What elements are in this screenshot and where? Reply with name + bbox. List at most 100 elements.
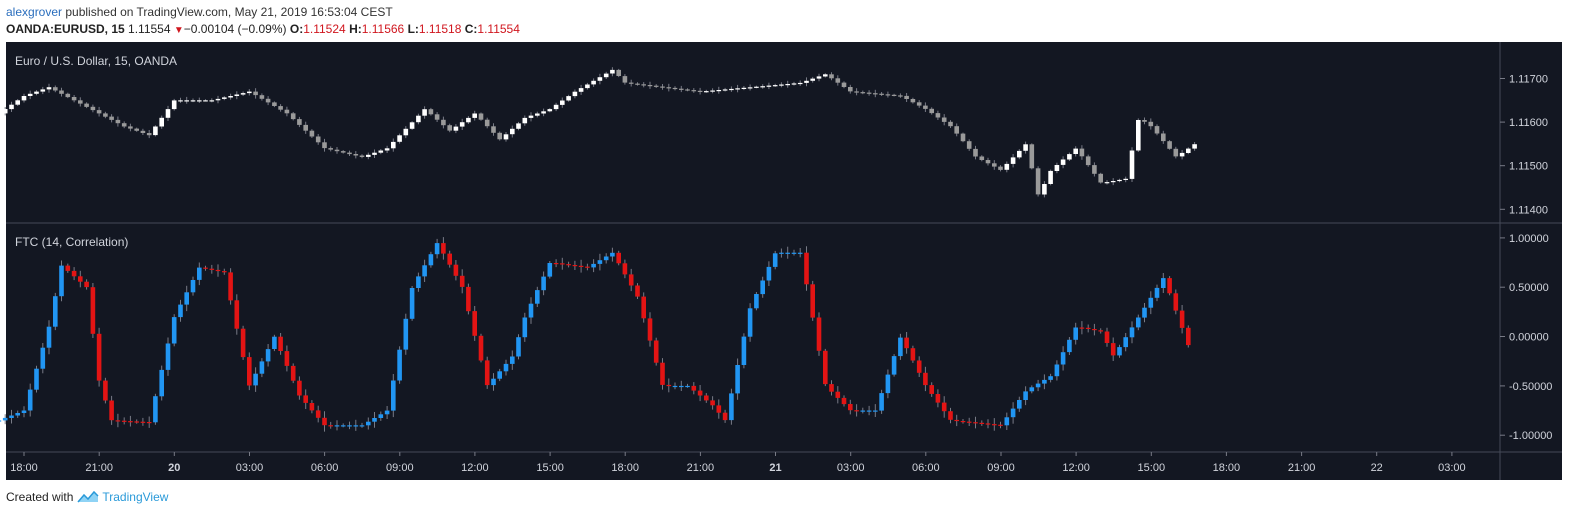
price-candle: [528, 115, 534, 118]
price-candle: [916, 102, 922, 106]
price-candle: [159, 117, 164, 127]
ftc-candle: [209, 268, 215, 270]
price-candle: [0, 113, 2, 115]
price-candle: [603, 73, 609, 78]
price-candle: [366, 154, 371, 157]
ftc-candle: [660, 362, 665, 385]
price-candle: [1054, 165, 1060, 171]
ftc-candle: [1029, 387, 1035, 392]
ftc-candle: [466, 286, 471, 312]
price-candle: [585, 84, 590, 89]
ftc-candle: [1136, 317, 1141, 328]
price-candle: [1023, 144, 1028, 151]
ftc-candle: [297, 380, 302, 396]
price-candle: [1129, 150, 1135, 179]
price-candle: [96, 110, 102, 114]
ftc-candle: [1085, 327, 1091, 329]
ftc-candle: [603, 256, 609, 261]
price-candle: [710, 90, 715, 92]
price-candle: [171, 100, 177, 110]
price-candle: [409, 122, 415, 129]
price-candle: [578, 88, 584, 92]
price-candle: [679, 88, 684, 90]
price-candle: [140, 130, 146, 133]
price-candle: [547, 109, 553, 112]
price-candle: [610, 69, 615, 74]
chart-canvas[interactable]: 1.11700 1.11600 1.11500 1.11400 1.00000 0.50…: [0, 42, 1569, 482]
ftc-candle: [366, 421, 371, 426]
price-candle: [46, 87, 52, 90]
last-price: 1.11554: [128, 22, 171, 36]
ftc-candle: [0, 420, 2, 422]
ftc-candle: [672, 385, 678, 388]
price-candle: [1136, 120, 1141, 151]
ftc-candle: [1117, 347, 1122, 356]
price-candles: [0, 67, 1197, 198]
price-candle: [1192, 144, 1197, 149]
ftc-candle: [65, 265, 71, 271]
ftc-candle: [491, 378, 496, 386]
author-link[interactable]: alexgrover: [6, 5, 63, 19]
price-candle: [1104, 182, 1110, 184]
time-tick-label: 09:00: [386, 462, 414, 474]
ftc-candle: [722, 412, 728, 421]
price-candle: [1035, 168, 1041, 195]
ftc-candle: [535, 290, 540, 304]
price-candle: [572, 91, 578, 97]
ftc-candle: [635, 285, 640, 297]
price-candle: [1154, 126, 1160, 134]
ftc-candle: [610, 252, 615, 257]
price-candle: [597, 77, 603, 81]
ftc-candle: [228, 272, 233, 301]
ftc-candle: [103, 380, 108, 401]
price-candle: [459, 122, 465, 127]
price-candle: [209, 100, 215, 102]
price-candle: [184, 100, 189, 102]
ftc-candle: [785, 252, 790, 254]
price-axis-tick-label: 1.11600: [1509, 117, 1548, 129]
price-candle: [973, 148, 978, 157]
ftc-candle: [403, 318, 409, 350]
price-candle: [59, 90, 64, 94]
price-candle: [265, 98, 271, 103]
ftc-candle: [1104, 331, 1110, 343]
price-candle: [315, 136, 321, 143]
ftc-candle: [1129, 327, 1135, 338]
ftc-candle: [873, 410, 878, 412]
ftc-candle: [760, 280, 765, 295]
ftc-candle: [679, 385, 684, 388]
price-candle: [1123, 178, 1128, 180]
ftc-candle: [754, 294, 759, 309]
footer: Created with TradingView: [6, 490, 168, 504]
ftc-axis-tick-label: -0.50000: [1509, 381, 1552, 393]
ftc-candle: [459, 275, 465, 287]
price-candle: [766, 85, 772, 87]
ftc-candle: [866, 410, 872, 412]
ftc-candle: [628, 274, 634, 286]
price-candle: [998, 166, 1003, 170]
price-candle: [103, 113, 108, 117]
tradingview-brand-link[interactable]: TradingView: [102, 490, 169, 504]
ftc-candle: [1173, 293, 1179, 311]
ftc-candle: [522, 317, 528, 338]
ftc-candle: [272, 336, 277, 349]
price-candle: [453, 126, 459, 131]
price-candle: [722, 89, 728, 91]
price-candle: [760, 86, 765, 88]
symbol-name: OANDA:EURUSD, 15: [6, 22, 125, 36]
price-candle: [353, 154, 359, 156]
ftc-candle: [422, 265, 427, 277]
ftc-candle: [134, 421, 139, 423]
published-text: published on TradingView.com, May 21, 20…: [62, 5, 393, 19]
price-candle: [885, 94, 891, 96]
price-candle: [278, 106, 283, 110]
ftc-candle: [697, 390, 703, 396]
price-candle: [1148, 121, 1154, 127]
price-candle: [1117, 179, 1122, 182]
ftc-candle: [303, 395, 308, 403]
price-candle: [334, 149, 340, 152]
price-candle: [966, 141, 972, 149]
ftc-candle: [497, 371, 502, 379]
ftc-candle: [21, 410, 27, 413]
ftc-candle: [1060, 352, 1066, 365]
